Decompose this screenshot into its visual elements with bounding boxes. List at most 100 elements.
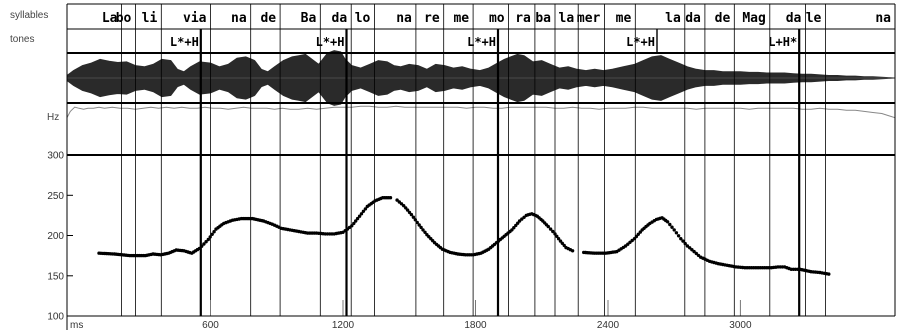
syllable-label: La	[102, 11, 118, 26]
f0-point	[668, 222, 672, 227]
x-tick-label: 1200	[332, 320, 355, 331]
f0-point	[407, 210, 412, 215]
f0-point	[359, 212, 364, 216]
f0-point	[350, 224, 354, 228]
f0-point	[352, 221, 356, 226]
syllable-label: ra	[515, 11, 531, 26]
f0-point	[672, 228, 676, 232]
intensity-curve	[66, 105, 896, 119]
f0-point	[630, 238, 634, 243]
syllable-label: la	[665, 11, 681, 26]
f0-point	[355, 216, 360, 221]
syllable-label: me	[616, 11, 632, 26]
f0-point	[551, 229, 555, 234]
f0-point	[674, 231, 679, 235]
syllable-label: mo	[489, 11, 505, 26]
f0-point	[679, 237, 683, 241]
f0-point	[512, 226, 516, 230]
tone-label: L*+H	[626, 35, 655, 49]
syllable-label: re	[424, 11, 440, 26]
f0-point	[694, 251, 698, 256]
syllable-label: de	[715, 11, 731, 26]
f0-point	[570, 249, 575, 253]
f0-point	[200, 244, 204, 248]
axes: 100 150 200 250 300 600 1200 1800 2400 3000	[47, 151, 752, 332]
f0-point	[638, 230, 642, 234]
f0-point	[546, 224, 550, 229]
intensity-axis-label: Hz	[47, 112, 59, 123]
f0-point	[197, 246, 202, 251]
f0-point	[553, 232, 557, 236]
f0-point	[421, 228, 425, 232]
f0-point	[827, 272, 831, 276]
f0-point	[514, 223, 518, 228]
f0-point	[415, 220, 419, 225]
syllable-label: le	[806, 11, 822, 26]
f0-point	[409, 212, 414, 217]
f0-point	[517, 219, 522, 223]
f0-point	[388, 196, 393, 200]
f0-point	[413, 218, 417, 222]
time-axis-unit: ms	[70, 320, 83, 331]
y-tick-label: 300	[47, 151, 64, 162]
f0-point	[405, 208, 410, 212]
syllable-label: via	[183, 11, 207, 26]
f0-point	[632, 237, 637, 241]
f0-point	[354, 219, 358, 223]
f0-point	[665, 220, 670, 224]
f0-point	[411, 215, 416, 219]
waveform-panel	[66, 50, 896, 106]
f0-point	[688, 246, 692, 250]
f0-point	[206, 237, 210, 242]
tones-tier: L*+H L*+H L*+H L*+H L+H*	[170, 29, 800, 53]
syllable-label: bo	[116, 11, 132, 26]
f0-point	[681, 239, 685, 243]
f0-point	[395, 198, 399, 202]
y-tick-label: 100	[47, 312, 64, 323]
syllable-label: me	[453, 11, 469, 26]
y-tick-label: 200	[47, 231, 64, 242]
syllable-label: na	[231, 11, 247, 26]
f0-point	[670, 225, 674, 229]
x-tick-label: 1800	[464, 320, 487, 331]
tones-tier-label: tones	[10, 34, 34, 45]
f0-point	[522, 215, 526, 219]
syllable-label: la	[559, 11, 575, 26]
f0-point	[202, 242, 206, 246]
f0-point	[510, 228, 514, 232]
tone-label: L*+H	[467, 35, 496, 49]
tier-frame	[66, 3, 896, 330]
f0-point	[683, 241, 687, 246]
tone-label: L*+H	[170, 35, 199, 49]
syllable-label: na	[875, 11, 891, 26]
f0-point	[676, 234, 681, 238]
f0-point	[692, 249, 696, 254]
f0-point	[634, 234, 639, 239]
f0-point	[204, 240, 208, 244]
f0-point	[361, 209, 366, 213]
syllables-tier-label: syllables	[10, 10, 48, 21]
syllable-label: lo	[355, 11, 371, 26]
y-tick-label: 250	[47, 191, 64, 202]
tone-label: L+H*	[768, 35, 797, 49]
f0-point	[357, 214, 362, 218]
syllable-label: mer	[577, 11, 601, 26]
f0-point	[690, 248, 694, 252]
syllable-label: li	[142, 11, 158, 26]
f0-point	[210, 232, 214, 236]
y-tick-label: 150	[47, 271, 64, 282]
pitch-track	[97, 196, 831, 276]
f0-point	[556, 237, 561, 241]
f0-point	[402, 204, 406, 208]
x-tick-label: 3000	[729, 320, 752, 331]
f0-point	[208, 235, 212, 239]
f0-point	[626, 242, 630, 246]
x-tick-label: 2400	[597, 320, 620, 331]
f0-point	[423, 230, 427, 234]
syllable-label: da	[786, 11, 802, 26]
syllable-label: na	[396, 11, 412, 26]
f0-point	[548, 227, 553, 231]
f0-point	[404, 206, 408, 210]
f0-point	[636, 232, 640, 236]
